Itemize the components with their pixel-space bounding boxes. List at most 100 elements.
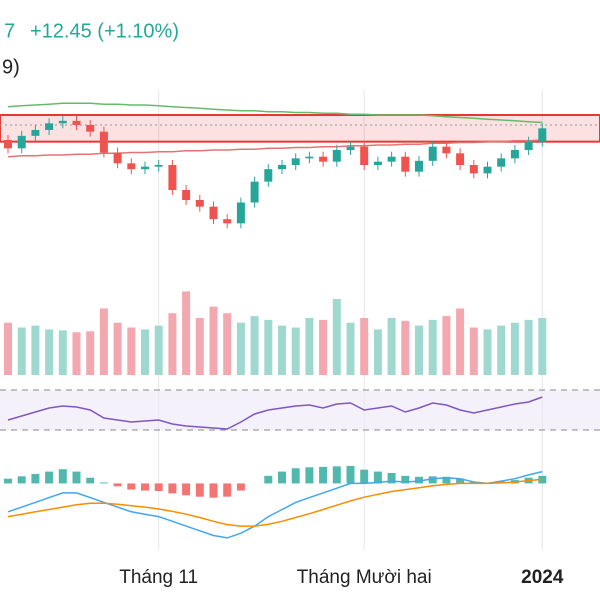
rsi-zone: [0, 390, 600, 430]
volume-bar: [291, 327, 300, 375]
candle-body: [250, 181, 259, 203]
macd-histogram-bar: [58, 469, 67, 484]
macd-histogram-bar: [113, 483, 122, 487]
candle-body: [510, 150, 519, 159]
candle-body: [99, 131, 108, 153]
macd-histogram-bar: [387, 473, 396, 484]
candle-body: [373, 161, 382, 165]
price-fragment: 7: [4, 20, 15, 42]
macd-histogram-bar: [223, 483, 232, 497]
x-tick-label: Tháng 11: [119, 567, 198, 588]
macd-histogram-bar: [401, 475, 410, 484]
volume-bar: [127, 327, 136, 375]
volume-bar: [264, 319, 273, 375]
candle-body: [154, 165, 163, 167]
candle-body: [17, 135, 26, 149]
macd-histogram-bar: [428, 476, 437, 484]
volume-bar: [141, 329, 149, 375]
candle-body: [442, 146, 451, 154]
macd-histogram-bar: [31, 473, 40, 484]
volume-bar: [538, 318, 547, 375]
volume-bar: [319, 319, 328, 375]
volume-bar: [31, 325, 40, 375]
candle-body: [291, 158, 300, 165]
macd-histogram-bar: [415, 476, 423, 484]
candle-body: [236, 202, 245, 224]
volume-bar: [250, 316, 259, 375]
volume-bar: [346, 322, 355, 375]
macd-line: [7, 478, 543, 527]
candle-body: [141, 166, 149, 170]
macd-histogram-bar: [442, 476, 451, 484]
candle-body: [31, 130, 40, 136]
candle-body: [483, 166, 492, 174]
volume-bar: [113, 322, 122, 375]
macd-histogram-bar: [154, 483, 163, 491]
indicator-legend: 9): [2, 56, 20, 78]
candle-body: [401, 156, 410, 172]
macd-histogram-bar: [99, 482, 108, 484]
volume-bar: [401, 320, 410, 375]
candle-body: [456, 153, 465, 165]
candle-body: [469, 165, 478, 174]
macd-histogram-bar: [195, 483, 204, 497]
macd-histogram-bar: [319, 466, 328, 484]
candle-body: [538, 128, 547, 142]
volume-bar: [99, 308, 108, 375]
volume-bar: [497, 325, 506, 375]
volume-bar: [510, 322, 519, 375]
volume-bar: [168, 313, 177, 375]
volume-bar: [387, 318, 396, 375]
macd-histogram-bar: [168, 483, 177, 494]
macd-histogram-bar: [373, 471, 382, 484]
candle-body: [264, 169, 273, 182]
macd-histogram-bar: [17, 476, 26, 484]
volume-bar: [332, 299, 341, 375]
macd-histogram-bar: [182, 483, 191, 496]
candle-body: [209, 206, 218, 220]
candle-body: [223, 219, 232, 224]
volume-bar: [483, 329, 492, 375]
macd-histogram-bar: [209, 483, 218, 498]
macd-histogram-bar: [72, 471, 81, 484]
volume-bar: [195, 318, 204, 375]
volume-bar: [223, 313, 232, 375]
macd-histogram-bar: [236, 483, 245, 491]
candle-body: [360, 146, 369, 165]
macd-histogram-bar: [86, 477, 95, 484]
macd-histogram-bar: [127, 483, 136, 490]
candle-body: [195, 200, 204, 207]
macd-histogram-bar: [346, 465, 355, 484]
volume-bar: [278, 325, 286, 375]
volume-bar: [373, 329, 382, 375]
volume-bar: [305, 318, 314, 375]
macd-histogram-bar: [291, 468, 300, 484]
candle-body: [168, 165, 177, 190]
macd-histogram-bar: [305, 467, 314, 484]
candle-body: [127, 163, 136, 170]
macd-line: [7, 470, 543, 539]
candle-body: [45, 123, 54, 130]
volume-bar: [236, 322, 245, 375]
candle-body: [58, 120, 67, 124]
rsi-line: [7, 396, 543, 430]
candle-body: [346, 146, 355, 150]
volume-bar: [182, 291, 191, 375]
moving-average: [7, 102, 543, 124]
macd-histogram-bar: [264, 475, 273, 484]
volume-bar: [72, 332, 81, 375]
price-change: +12.45 (+1.10%): [30, 20, 179, 42]
candle-body: [182, 190, 191, 200]
volume-bar: [415, 325, 423, 375]
macd-histogram-bar: [141, 483, 149, 491]
volume-bar: [154, 325, 163, 375]
volume-bar: [209, 306, 218, 375]
x-tick-label: 2024: [521, 567, 564, 588]
moving-average: [7, 139, 543, 158]
candle-body: [415, 160, 423, 172]
macd-histogram-bar: [360, 469, 369, 484]
volume-bar: [428, 319, 437, 375]
candle-body: [86, 125, 95, 132]
macd-histogram-bar: [278, 471, 286, 484]
